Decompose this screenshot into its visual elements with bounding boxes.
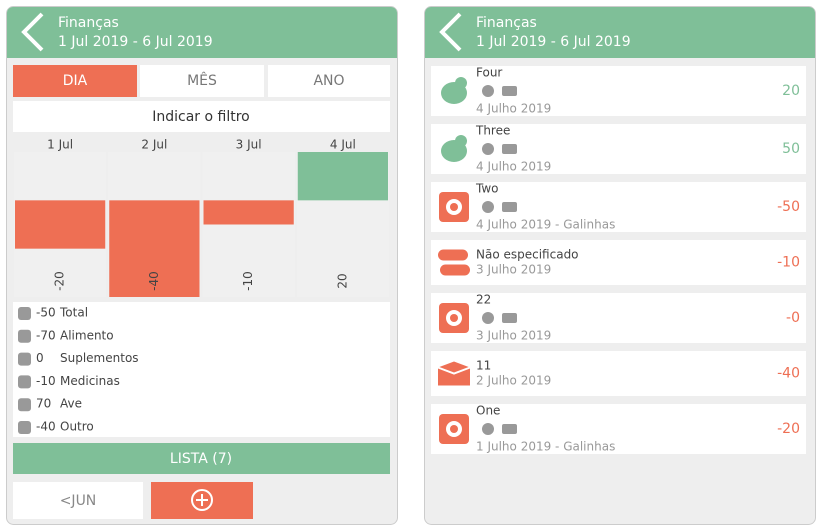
item-icon (438, 249, 468, 261)
back-button[interactable] (21, 12, 44, 52)
tag-icon (482, 85, 494, 97)
header-subtitle: 1 Jul 2019 - 6 Jul 2019 (58, 34, 213, 50)
summary-icon (18, 307, 31, 320)
item-date: 2 Julho 2019 (476, 374, 551, 388)
tag-icon (502, 144, 517, 154)
item-date: 3 Julho 2019 (476, 263, 551, 277)
summary-icon (18, 421, 31, 434)
bar (109, 200, 200, 297)
bar-label: 20 (335, 273, 349, 288)
item-name: 11 (476, 359, 491, 373)
summary-value: -70 (36, 328, 56, 342)
item-name: 22 (476, 293, 491, 307)
summary-box (13, 302, 390, 437)
item-amount: -10 (777, 255, 800, 271)
summary-label: Medicinas (60, 374, 120, 388)
item-date: 4 Julho 2019 (476, 102, 551, 116)
item-amount: 50 (782, 141, 800, 157)
filter-box[interactable] (13, 101, 390, 132)
list-button-label: LISTA (7) (170, 451, 232, 467)
item-icon (450, 425, 458, 433)
summary-label: Ave (60, 397, 82, 411)
item-icon (440, 264, 470, 276)
item-name: Two (475, 182, 499, 196)
back-button[interactable] (439, 12, 462, 52)
item-amount: 20 (782, 83, 800, 99)
x-label: 4 Jul (330, 138, 356, 152)
item-amount: -40 (777, 366, 800, 382)
tag-icon (502, 424, 517, 434)
list-item[interactable] (431, 240, 806, 285)
item-icon (450, 314, 458, 322)
tab-label: DIA (63, 73, 88, 89)
bar (297, 152, 388, 201)
summary-icon (18, 329, 31, 343)
header-subtitle: 1 Jul 2019 - 6 Jul 2019 (476, 34, 631, 50)
prev-button-label: <JUN (60, 493, 97, 509)
item-name: One (476, 404, 500, 418)
bar (15, 200, 106, 249)
header-title: Finanças (476, 15, 537, 31)
bar-label: -40 (147, 271, 161, 291)
tag-icon (502, 313, 517, 323)
x-label: 3 Jul (236, 138, 262, 152)
bar (203, 200, 294, 225)
header-title: Finanças (58, 15, 119, 31)
summary-icon (18, 375, 31, 389)
summary-value: -10 (36, 374, 56, 388)
tab[interactable] (140, 65, 264, 97)
bar-label: -10 (241, 271, 255, 291)
tag-icon (502, 86, 517, 96)
item-name: Não especificado (476, 248, 579, 262)
item-icon (455, 135, 467, 147)
list-button[interactable] (13, 443, 390, 474)
summary-value: 70 (36, 397, 51, 411)
summary-label: Outro (60, 420, 94, 434)
item-amount: -0 (786, 310, 800, 326)
tab-label: MÊS (187, 71, 217, 89)
tag-icon (482, 312, 494, 324)
tab-label: ANO (313, 73, 344, 89)
filter-label: Indicar o filtro (152, 109, 250, 125)
x-label: 1 Jul (47, 138, 73, 152)
tag-icon (502, 202, 517, 212)
add-icon (196, 494, 208, 506)
summary-value: 0 (36, 351, 44, 365)
bar-label: -20 (53, 271, 67, 291)
item-date: 4 Julho 2019 (476, 160, 551, 174)
summary-value: -40 (36, 420, 56, 434)
item-date: 1 Julho 2019 - Galinhas (476, 440, 615, 454)
summary-icon (18, 352, 31, 366)
summary-value: -50 (36, 306, 56, 320)
list-item[interactable] (431, 351, 806, 396)
item-date: 4 Julho 2019 - Galinhas (476, 218, 615, 232)
right-header (425, 7, 815, 58)
tag-icon (482, 143, 494, 155)
summary-icon (18, 398, 31, 412)
item-name: Three (475, 124, 510, 138)
item-icon (450, 203, 458, 211)
item-amount: -50 (777, 199, 800, 215)
x-label: 2 Jul (141, 138, 167, 152)
item-name: Four (476, 66, 502, 80)
item-date: 3 Julho 2019 (476, 329, 551, 343)
left-header (7, 7, 397, 58)
item-icon (437, 366, 471, 375)
tab[interactable] (13, 65, 137, 97)
summary-label: Total (59, 306, 88, 320)
item-icon (455, 77, 467, 89)
prev-button[interactable] (13, 482, 143, 519)
tag-icon (482, 201, 494, 213)
summary-label: Alimento (60, 328, 114, 342)
item-amount: -20 (777, 421, 800, 437)
add-icon (191, 489, 213, 511)
summary-label: Suplementos (60, 351, 139, 365)
tab[interactable] (268, 65, 390, 97)
tag-icon (482, 423, 494, 435)
